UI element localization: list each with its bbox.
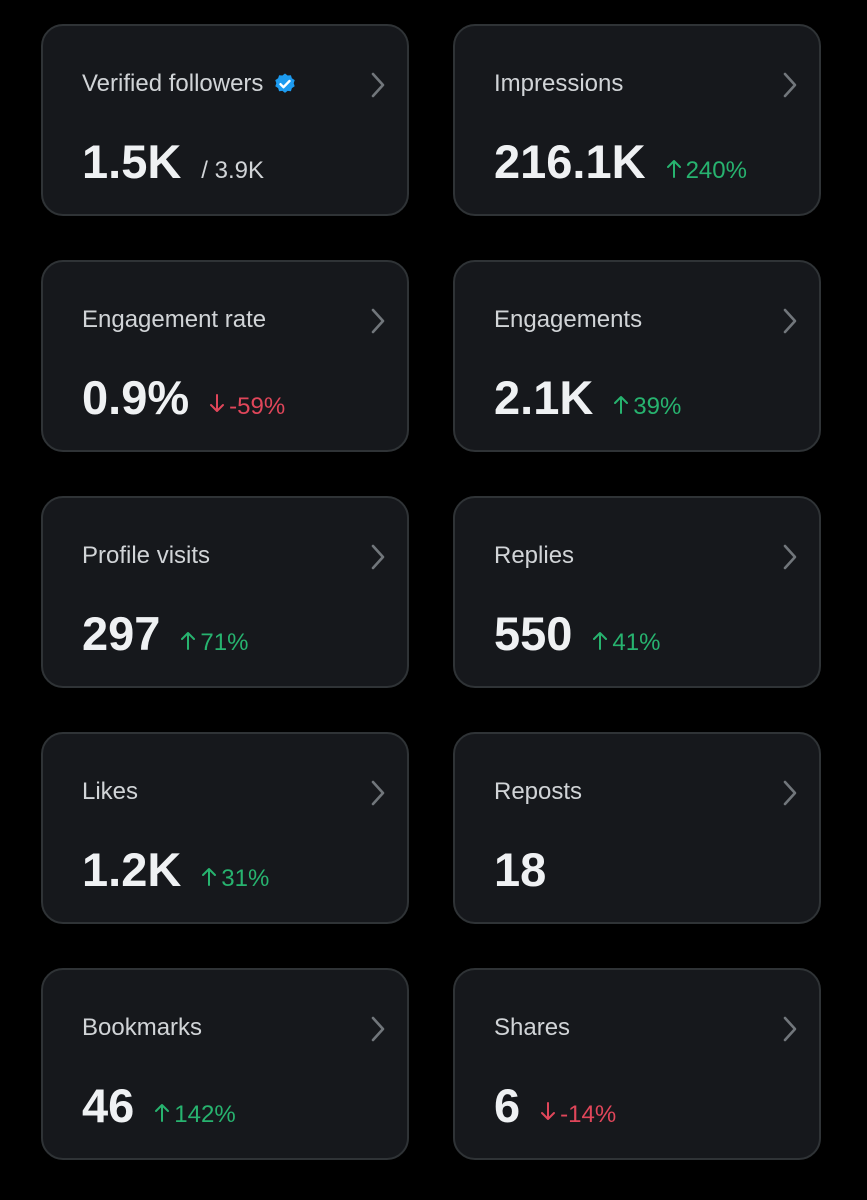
stat-label: Reposts [494,778,583,805]
stat-value-row: 297 71% [82,606,248,661]
chevron-icon [371,72,385,98]
stat-change: 41% [592,629,660,657]
stat-card[interactable]: Likes 1.2K 31% [41,732,409,924]
chevron-icon [371,308,385,334]
stat-total: / 3.9K [201,157,264,184]
stat-label-row: Likes [82,776,138,808]
stat-value: 297 [82,607,161,660]
stat-value: 1.5K [82,135,182,188]
chevron-icon [371,1016,385,1042]
stat-change: 39% [613,393,681,421]
stat-change: -14% [540,1101,616,1129]
stat-value-row: 2.1K 39% [494,370,681,425]
stat-change-text: 39% [633,393,682,420]
stat-label-row: Profile visits [82,540,210,572]
stat-card[interactable]: Replies 550 41% [453,496,821,688]
arrow-up-icon [593,632,608,650]
stat-label-row: Reposts [494,776,582,808]
chevron-icon [783,780,797,806]
stat-card[interactable]: Impressions 216.1K 240% [453,24,821,216]
arrow-down-icon [541,1102,556,1120]
stat-card[interactable]: Profile visits 297 71% [41,496,409,688]
arrow-up-icon [181,632,196,650]
stat-change: 71% [180,629,248,657]
chevron-icon [783,308,797,334]
stat-change-text: 41% [612,629,661,656]
stat-card[interactable]: Verified followers 1.5K / 3.9K [41,24,409,216]
stat-label: Replies [494,542,575,569]
stat-label: Profile visits [82,542,211,569]
stat-change: -59% [209,393,285,421]
chevron-icon [371,780,385,806]
stat-value-row: 1.5K / 3.9K [82,134,264,189]
arrow-up-icon [614,396,629,414]
arrow-up-icon [202,868,217,886]
stat-label-row: Replies [494,540,574,572]
stat-label-row: Bookmarks [82,1012,202,1044]
stat-card[interactable]: Shares 6 -14% [453,968,821,1160]
stat-card[interactable]: Engagement rate 0.9% -59% [41,260,409,452]
stat-value-row: 18 [494,842,546,897]
stat-change: 142% [154,1101,236,1129]
stat-value: 550 [494,607,573,660]
stat-value: 6 [494,1079,521,1132]
stat-value: 18 [494,843,547,896]
stat-card[interactable]: Reposts 18 [453,732,821,924]
stat-value-row: 46 142% [82,1078,236,1133]
stat-card[interactable]: Engagements 2.1K 39% [453,260,821,452]
stat-value-row: 550 41% [494,606,660,661]
stat-label-row: Impressions [494,68,623,100]
stat-label-row: Shares [494,1012,570,1044]
stat-label: Likes [82,778,139,805]
stat-label: Impressions [494,70,624,97]
verified-badge [275,73,296,93]
chevron-icon [371,544,385,570]
stat-value: 46 [82,1079,135,1132]
arrow-down-icon [210,394,225,412]
stat-value-row: 1.2K 31% [82,842,269,897]
arrow-up-icon [666,160,681,178]
stat-label-row: Engagement rate [82,304,266,336]
stat-label: Verified followers [82,70,264,97]
chevron-icon [783,72,797,98]
stat-value: 0.9% [82,371,190,424]
stat-label: Engagement rate [82,306,267,333]
stat-label-row: Verified followers [82,68,297,100]
stat-change-text: -14% [560,1101,617,1128]
stat-change-text: 142% [174,1101,236,1128]
stat-change-text: 71% [200,629,249,656]
stat-value-row: 0.9% -59% [82,370,285,425]
stat-label: Engagements [494,306,643,333]
stat-change-text: 31% [221,865,270,892]
stat-change: 31% [201,865,269,893]
stat-label: Shares [494,1014,571,1041]
stat-change: 240% [666,157,747,185]
stat-value-row: 216.1K 240% [494,134,747,189]
chevron-icon [783,1016,797,1042]
stat-label: Bookmarks [82,1014,203,1041]
stat-value: 2.1K [494,371,594,424]
stat-label-row: Engagements [494,304,642,336]
chevron-icon [783,544,797,570]
stat-card[interactable]: Bookmarks 46 142% [41,968,409,1160]
stat-value: 216.1K [494,135,646,188]
stat-value: 1.2K [82,843,182,896]
arrow-up-icon [155,1104,170,1122]
stat-change-text: -59% [229,393,286,420]
stat-value-row: 6 -14% [494,1078,616,1133]
stat-change-text: 240% [685,157,747,184]
